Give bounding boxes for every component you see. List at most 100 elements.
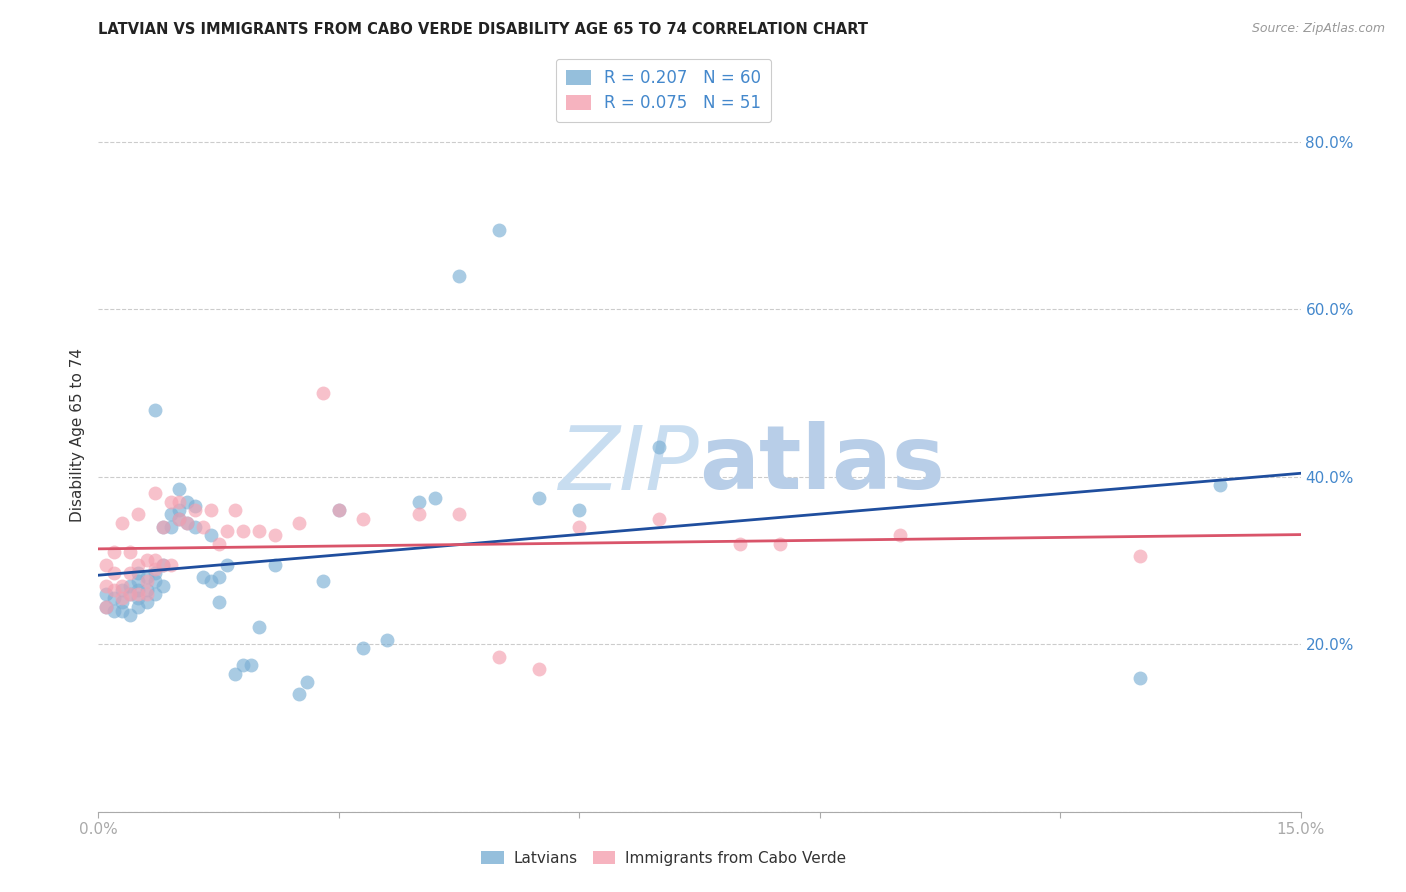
Point	[288, 516, 311, 530]
Point	[135, 582, 157, 597]
Point	[447, 508, 470, 522]
Point	[529, 662, 551, 676]
Point	[224, 666, 246, 681]
Point	[128, 582, 150, 597]
Point	[128, 599, 150, 614]
Point	[183, 503, 205, 517]
Point	[529, 491, 551, 505]
Point	[423, 491, 446, 505]
Text: ZIP: ZIP	[558, 422, 700, 508]
Point	[568, 503, 591, 517]
Point	[328, 503, 350, 517]
Point	[183, 499, 205, 513]
Point	[103, 591, 125, 606]
Text: atlas: atlas	[700, 422, 945, 508]
Point	[143, 574, 166, 589]
Point	[128, 591, 150, 606]
Point	[143, 402, 166, 417]
Point	[135, 570, 157, 584]
Point	[247, 524, 270, 538]
Point	[263, 558, 285, 572]
Point	[208, 537, 231, 551]
Point	[152, 558, 174, 572]
Point	[159, 520, 181, 534]
Point	[159, 558, 181, 572]
Point	[152, 558, 174, 572]
Point	[128, 587, 150, 601]
Point	[215, 524, 238, 538]
Point	[247, 620, 270, 634]
Point	[143, 553, 166, 567]
Point	[152, 520, 174, 534]
Point	[128, 566, 150, 580]
Point	[111, 516, 134, 530]
Point	[128, 574, 150, 589]
Point	[312, 574, 335, 589]
Point	[1129, 549, 1152, 564]
Text: Source: ZipAtlas.com: Source: ZipAtlas.com	[1251, 22, 1385, 36]
Point	[263, 528, 285, 542]
Point	[176, 516, 198, 530]
Point	[408, 508, 430, 522]
Point	[111, 591, 134, 606]
Point	[103, 566, 125, 580]
Point	[447, 268, 470, 283]
Point	[152, 578, 174, 592]
Point	[96, 578, 118, 592]
Point	[143, 486, 166, 500]
Point	[152, 520, 174, 534]
Point	[135, 587, 157, 601]
Point	[96, 558, 118, 572]
Point	[232, 524, 254, 538]
Point	[167, 511, 190, 525]
Point	[159, 495, 181, 509]
Point	[135, 553, 157, 567]
Point	[103, 545, 125, 559]
Point	[96, 599, 118, 614]
Point	[648, 441, 671, 455]
Point	[1209, 478, 1232, 492]
Point	[143, 587, 166, 601]
Point	[352, 641, 374, 656]
Point	[128, 508, 150, 522]
Point	[128, 558, 150, 572]
Point	[167, 495, 190, 509]
Point	[488, 222, 510, 236]
Point	[111, 582, 134, 597]
Point	[120, 545, 142, 559]
Point	[120, 578, 142, 592]
Point	[352, 511, 374, 525]
Point	[1129, 671, 1152, 685]
Point	[288, 688, 311, 702]
Point	[111, 578, 134, 592]
Point	[191, 570, 214, 584]
Point	[312, 386, 335, 401]
Point	[103, 604, 125, 618]
Point	[135, 574, 157, 589]
Point	[96, 599, 118, 614]
Point	[224, 503, 246, 517]
Point	[239, 658, 262, 673]
Point	[111, 604, 134, 618]
Point	[167, 511, 190, 525]
Point	[728, 537, 751, 551]
Point	[176, 516, 198, 530]
Point	[176, 495, 198, 509]
Point	[159, 508, 181, 522]
Point	[208, 570, 231, 584]
Point	[143, 562, 166, 576]
Point	[120, 607, 142, 622]
Point	[488, 649, 510, 664]
Point	[889, 528, 911, 542]
Point	[143, 566, 166, 580]
Point	[208, 595, 231, 609]
Point	[200, 528, 222, 542]
Point	[568, 520, 591, 534]
Point	[120, 587, 142, 601]
Point	[183, 520, 205, 534]
Point	[200, 503, 222, 517]
Point	[375, 633, 398, 648]
Point	[167, 483, 190, 497]
Point	[232, 658, 254, 673]
Point	[103, 582, 125, 597]
